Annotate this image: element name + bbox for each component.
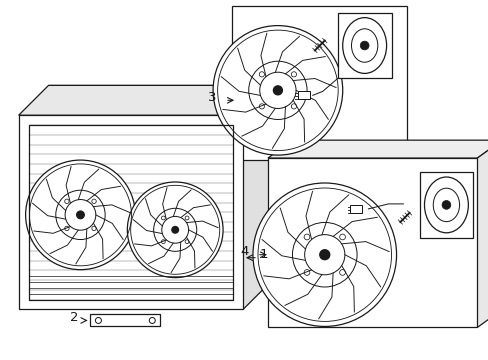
Text: 1: 1 (260, 248, 268, 261)
Circle shape (252, 183, 396, 327)
Circle shape (304, 235, 344, 275)
Polygon shape (19, 85, 272, 115)
Circle shape (56, 190, 105, 239)
Text: 3: 3 (208, 91, 216, 104)
Bar (419, 172, 472, 238)
Circle shape (248, 61, 306, 120)
Ellipse shape (342, 18, 386, 73)
Circle shape (77, 211, 84, 219)
Circle shape (292, 222, 356, 287)
Circle shape (127, 182, 223, 278)
Text: 4: 4 (240, 245, 248, 258)
Polygon shape (267, 158, 476, 328)
Bar (232, 6, 406, 160)
Circle shape (153, 208, 196, 251)
Polygon shape (476, 140, 488, 328)
Bar (29, 125, 233, 300)
Ellipse shape (424, 177, 468, 233)
Circle shape (162, 216, 188, 243)
Circle shape (259, 72, 295, 108)
Circle shape (171, 226, 178, 233)
Bar (90, 315, 160, 327)
Circle shape (319, 250, 329, 260)
Polygon shape (243, 85, 272, 310)
Polygon shape (19, 115, 243, 310)
Circle shape (25, 160, 135, 270)
Bar (337, 13, 391, 78)
Bar (297, 91, 309, 99)
Polygon shape (267, 140, 488, 158)
Circle shape (441, 201, 450, 209)
Circle shape (273, 86, 282, 95)
Polygon shape (48, 85, 272, 280)
Circle shape (360, 41, 368, 50)
Bar (350, 205, 362, 213)
Circle shape (213, 26, 342, 155)
Circle shape (65, 199, 96, 230)
Text: 2: 2 (70, 311, 79, 324)
